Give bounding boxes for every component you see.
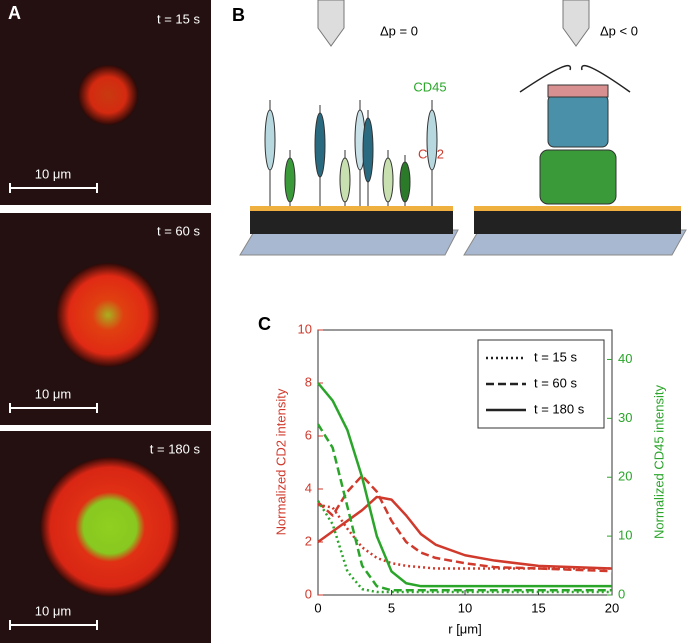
time-label: t = 15 s — [157, 11, 200, 26]
x-axis-label: r [μm] — [448, 621, 481, 636]
data-line — [317, 495, 613, 570]
scale-bars — [9, 183, 98, 630]
y-tick-label: 4 — [305, 480, 312, 495]
pressure-label: Δp < 0 — [600, 23, 638, 38]
proteins — [264, 84, 617, 206]
scale-label: 10 μm — [35, 166, 71, 181]
time-label: t = 180 s — [150, 441, 201, 456]
y2-axis-label: Normalized CD45 intensity — [651, 385, 666, 539]
y-tick-label: 10 — [298, 321, 312, 336]
legend-label: t = 60 s — [534, 375, 577, 390]
x-tick-label: 15 — [531, 600, 545, 615]
cell — [78, 65, 138, 125]
scale-label: 10 μm — [35, 603, 71, 618]
cell — [56, 263, 160, 367]
data-line — [316, 423, 612, 592]
x-tick-label: 5 — [388, 600, 395, 615]
cd45-label: CD45 — [413, 79, 446, 94]
y-tick-label: 6 — [305, 427, 312, 442]
cell — [40, 457, 180, 597]
y2-tick-label: 0 — [618, 586, 625, 601]
pressure-label: Δp = 0 — [380, 23, 418, 38]
y-tick-label: 8 — [305, 374, 312, 389]
flow-arrows — [519, 65, 631, 93]
legend-label: t = 15 s — [534, 349, 577, 364]
y2-tick-label: 20 — [618, 469, 632, 484]
panel-a: A t = 15 s t = 60 s t = 180 s 10 μm 10 μ… — [0, 0, 211, 643]
scale-label: 10 μm — [35, 386, 71, 401]
data-line — [317, 382, 612, 588]
y-axis-label: Normalized CD2 intensity — [273, 388, 288, 535]
pipette — [317, 0, 345, 47]
membranes — [239, 206, 687, 256]
y-tick-label: 2 — [305, 533, 312, 548]
y2-tick-label: 10 — [618, 528, 632, 543]
time-label: t = 60 s — [157, 223, 200, 238]
data-line — [317, 474, 613, 573]
panel-label: B — [232, 5, 245, 25]
x-tick-label: 0 — [314, 600, 321, 615]
pipette — [562, 0, 590, 47]
x-tick-label: 20 — [605, 600, 619, 615]
x-tick-label: 10 — [458, 600, 472, 615]
panel-label: A — [8, 3, 21, 23]
panel-c: C r [μm] Normalized CD2 intensity Normal… — [258, 314, 666, 637]
data-line — [316, 500, 612, 594]
y2-tick-label: 30 — [618, 410, 632, 425]
panel-label: C — [258, 314, 271, 334]
y-tick-label: 0 — [305, 586, 312, 601]
y2-tick-label: 40 — [618, 351, 632, 366]
panel-b: B Δp = 0 Δp < 0 CD45 CD2 — [232, 0, 687, 256]
data-line — [317, 503, 612, 570]
legend-label: t = 180 s — [534, 401, 585, 416]
